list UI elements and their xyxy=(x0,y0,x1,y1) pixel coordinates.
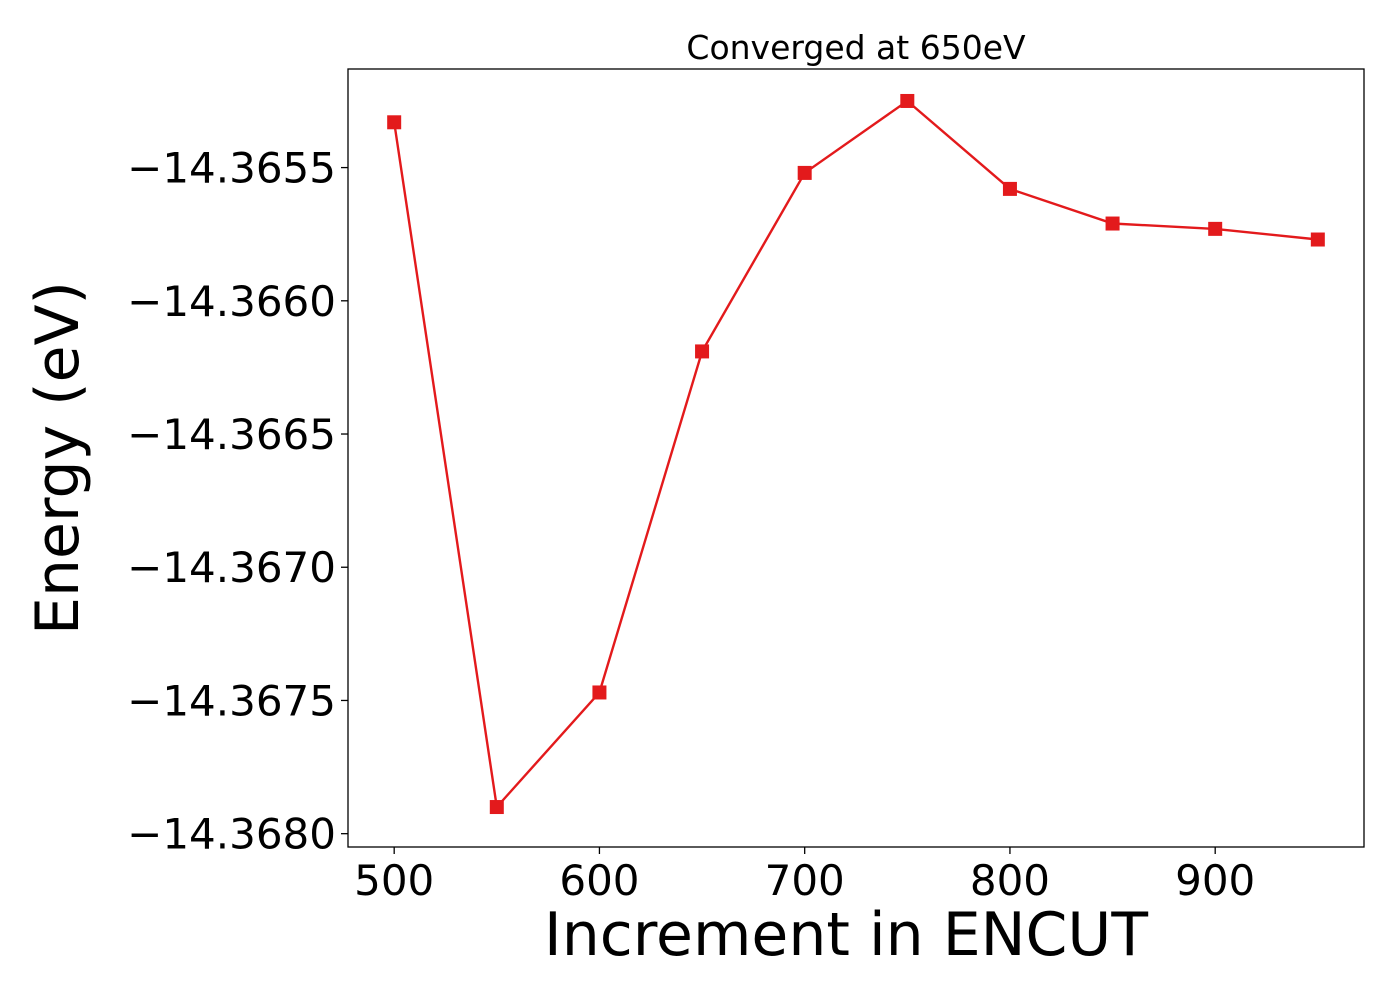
data-point-marker xyxy=(900,93,915,108)
y-tick-label: −14.3665 xyxy=(127,410,336,459)
y-tick-label: −14.3670 xyxy=(127,543,336,592)
x-tick-label: 600 xyxy=(559,856,639,905)
x-axis-label: Increment in ENCUT xyxy=(544,900,1148,970)
series-line xyxy=(393,99,1318,810)
data-point-marker xyxy=(1002,181,1017,196)
data-point-marker xyxy=(695,344,710,359)
x-tick-label: 800 xyxy=(970,856,1050,905)
y-tick-label: −14.3675 xyxy=(127,676,336,725)
data-point-marker xyxy=(797,165,812,180)
y-tick-label: −14.3655 xyxy=(127,144,336,193)
data-point-marker xyxy=(592,685,607,700)
plot-frame xyxy=(347,68,1365,848)
y-axis: −14.3655 −14.3660 −14.3665 −14.3670 −14.3675… xyxy=(127,144,348,859)
data-point-marker xyxy=(1310,232,1325,247)
data-point-marker xyxy=(1208,221,1223,236)
x-tick-label: 500 xyxy=(354,856,434,905)
x-axis: 500 600 700 800 900 xyxy=(354,847,1255,905)
y-tick-label: −14.3660 xyxy=(127,277,336,326)
x-tick-label: 700 xyxy=(765,856,845,905)
y-axis-label: Energy (eV) xyxy=(23,281,93,635)
data-point-marker xyxy=(489,800,504,815)
data-point-marker xyxy=(387,115,402,130)
data-point-marker xyxy=(1105,216,1120,231)
plot-series xyxy=(387,93,1325,815)
x-tick-label: 900 xyxy=(1175,856,1255,905)
y-tick-label: −14.3680 xyxy=(127,810,336,859)
chart-title: Converged at 650eV xyxy=(686,28,1026,67)
